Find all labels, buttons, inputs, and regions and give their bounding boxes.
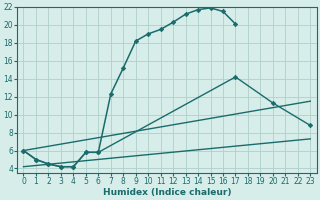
X-axis label: Humidex (Indice chaleur): Humidex (Indice chaleur) xyxy=(103,188,231,197)
